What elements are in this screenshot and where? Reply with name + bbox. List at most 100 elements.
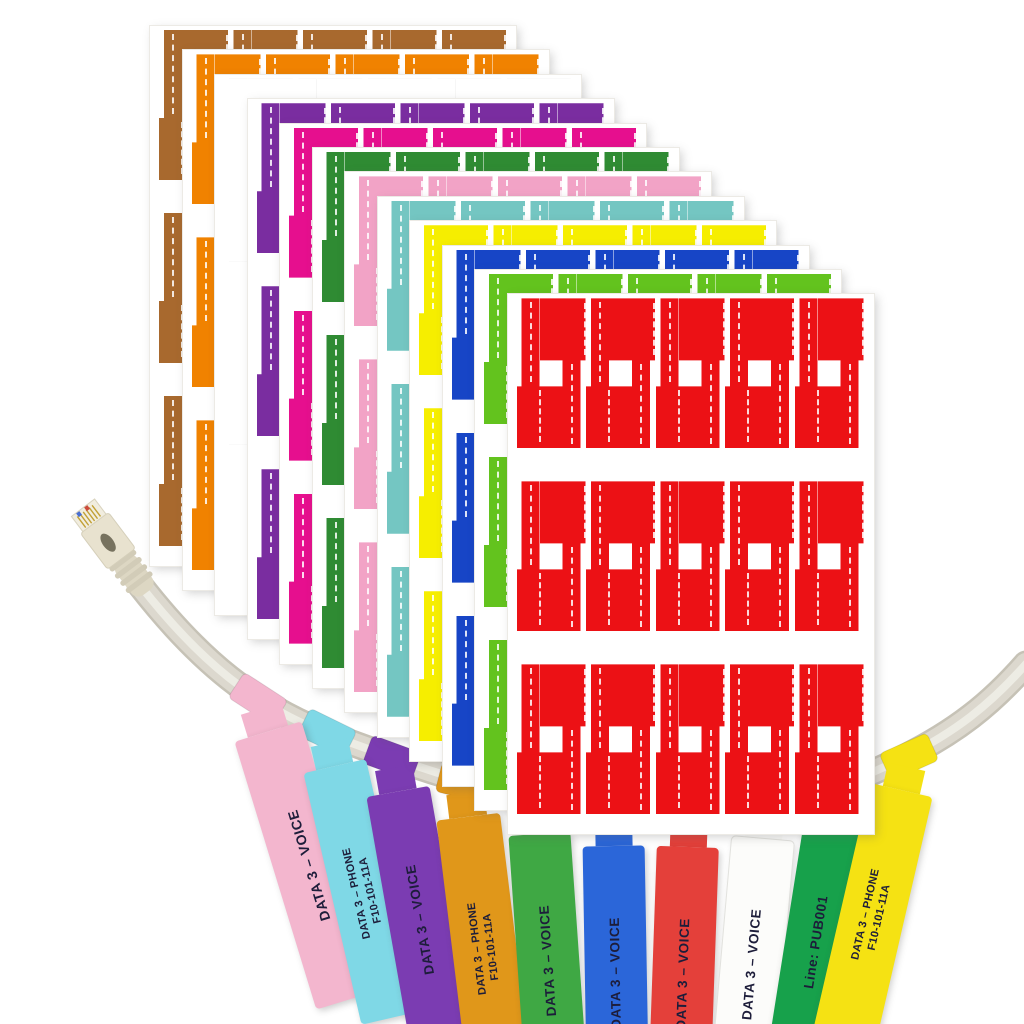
perforation-dash-line (570, 730, 573, 811)
perforation-dash-line (529, 302, 532, 383)
perforation-dash-line (747, 390, 749, 443)
perforation-dash-line (747, 756, 749, 809)
perforation-dash-line (848, 364, 851, 445)
perforation-dash-line (399, 570, 402, 651)
perforation-dash-line (861, 486, 864, 539)
perforation-dash-line (583, 486, 586, 539)
perforation-dash-line (213, 146, 216, 199)
flag-text: DATA 3 – VOICE (606, 917, 624, 1024)
perforation-dash-line (213, 329, 216, 382)
perforation-dash-line (334, 156, 337, 236)
perforation-dash-line (269, 290, 272, 371)
perforation-dash-line (677, 390, 680, 443)
perforation-dash-line (779, 364, 781, 445)
flag-text: DATA 3 – VOICE (536, 904, 559, 1016)
perforation-dash-line (172, 400, 174, 480)
perforation-dash-line (237, 265, 239, 346)
perforation-dash-line (653, 303, 655, 356)
label-pair (655, 481, 725, 632)
perforation-dash-line (246, 353, 248, 406)
perforation-dash-line (376, 634, 378, 687)
perforation-dash-line (640, 730, 642, 811)
perforation-dash-line (473, 707, 476, 760)
perforation-dash-line (172, 217, 174, 297)
perforation-dash-line (583, 669, 586, 722)
perforation-dash-line (792, 303, 794, 356)
label-pair (725, 664, 794, 815)
perforation-dash-line (172, 34, 174, 114)
perforation-dash-line (432, 229, 434, 310)
perforation-dash-line (861, 669, 864, 722)
perforation-dash-line (278, 195, 281, 248)
flag-text: DATA 3 – VOICE (402, 863, 438, 976)
perforation-dash-line (816, 756, 819, 809)
flag-text: DATA 3 – VOICE (673, 918, 692, 1024)
label-pair (794, 664, 864, 815)
rj45-connector (70, 498, 154, 597)
perforation-dash-line (473, 341, 476, 394)
label-sheet-red (507, 294, 874, 835)
perforation-dash-line (722, 669, 725, 722)
perforation-dash-line (640, 364, 642, 445)
gold-pin (79, 513, 90, 526)
flag-text-line: DATA 3 – VOICE (606, 917, 624, 1024)
label-pair (516, 481, 586, 632)
perforation-dash-line (311, 219, 313, 272)
boot-ridge (125, 571, 153, 594)
sheet-label-row (516, 664, 865, 815)
cable-flag-red: DATA 3 – VOICE (647, 822, 720, 1024)
perforation-dash-line (653, 669, 655, 722)
gold-pin (91, 504, 102, 517)
label-pair (655, 298, 725, 449)
label-pair (794, 481, 864, 632)
perforation-dash-line (709, 364, 712, 445)
perforation-dash-line (204, 241, 207, 322)
label-pair (586, 664, 655, 815)
perforation-dash-line (302, 314, 304, 395)
perforation-dash-line (599, 485, 601, 566)
perforation-dash-line (709, 547, 712, 628)
perforation-dash-line (408, 292, 411, 345)
perforation-dash-line (792, 669, 794, 722)
perforation-dash-line (376, 268, 378, 321)
perforation-dash-line (367, 363, 369, 444)
perforation-dash-line (204, 424, 207, 505)
perforation-dash-line (861, 303, 864, 356)
connector-clear-tip (70, 498, 107, 533)
perforation-dash-line (792, 486, 794, 539)
flag-text-line: DATA 3 – VOICE (402, 863, 438, 976)
boot-ridge (114, 557, 142, 579)
perforation-dash-line (538, 573, 541, 626)
gold-pin (82, 511, 93, 524)
perforation-dash-line (408, 658, 411, 711)
perforation-dash-line (181, 305, 183, 357)
flag-text: DATA 3 – VOICE (739, 908, 764, 1021)
perforation-dash-line (464, 619, 467, 700)
perforation-dash-line (722, 303, 725, 356)
label-pair (516, 298, 586, 449)
perforation-dash-line (367, 180, 369, 261)
boot-ridge (120, 564, 148, 586)
perforation-dash-line (653, 486, 655, 539)
flag-text-line: DATA 3 – VOICE (739, 908, 764, 1021)
perforation-dash-line (464, 436, 467, 517)
perforation-dash-line (506, 366, 508, 418)
perforation-dash-line (816, 390, 819, 443)
perforation-dash-line (311, 585, 313, 638)
label-pair (725, 298, 794, 449)
perforation-dash-line (599, 302, 601, 383)
perforation-dash-line (432, 595, 434, 676)
perforation-dash-line (302, 131, 304, 212)
perforation-dash-line (441, 500, 443, 553)
perforation-dash-line (497, 461, 499, 541)
perforation-dash-line (432, 412, 434, 493)
sheet-label-row (516, 298, 865, 449)
label-pair (655, 664, 725, 815)
perforation-dash-line (246, 170, 248, 223)
perforation-dash-line (779, 730, 781, 811)
perforation-dash-line (738, 485, 740, 566)
label-pair (516, 664, 586, 815)
perforation-dash-line (848, 730, 851, 811)
perforation-dash-line (269, 473, 272, 554)
